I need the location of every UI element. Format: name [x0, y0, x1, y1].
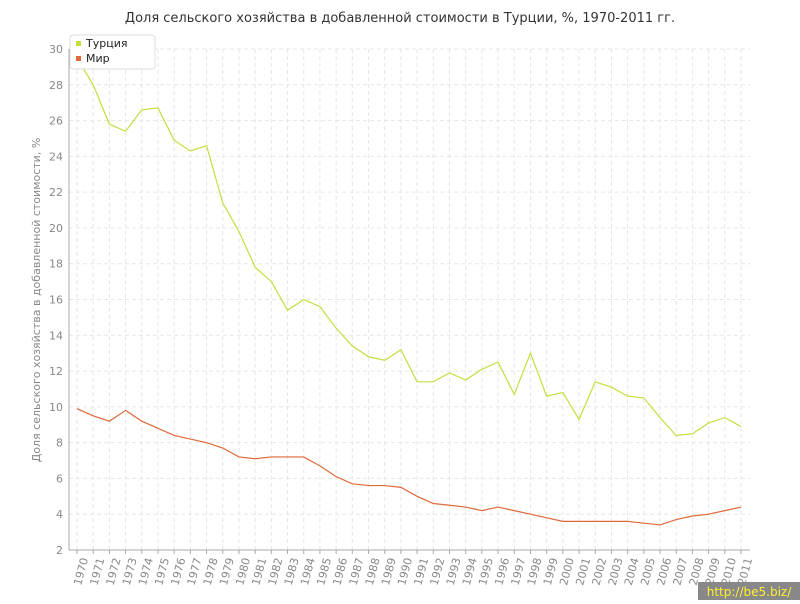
y-tick-label: 6 — [56, 472, 63, 485]
legend-label: Мир — [86, 52, 110, 65]
y-tick-label: 30 — [49, 43, 63, 56]
y-tick-label: 4 — [56, 508, 63, 521]
watermark-bg — [698, 582, 800, 600]
legend-label: Турция — [85, 37, 127, 50]
legend-box — [69, 34, 156, 70]
y-tick-label: 20 — [49, 222, 63, 235]
legend-swatch — [76, 41, 81, 46]
y-tick-label: 10 — [49, 401, 63, 414]
y-tick-label: 14 — [49, 329, 63, 342]
y-tick-label: 18 — [49, 258, 63, 271]
series-line — [76, 57, 742, 437]
y-tick-label: 16 — [49, 294, 63, 307]
series-line — [76, 408, 742, 526]
watermark: http://be5.biz/ — [707, 585, 792, 599]
chart-title: Доля сельского хозяйства в добавленной с… — [125, 11, 675, 26]
y-tick-label: 12 — [49, 365, 63, 378]
y-tick-label: 2 — [56, 544, 63, 557]
y-tick-label: 22 — [49, 186, 63, 199]
legend-swatch — [76, 56, 81, 61]
y-tick-label: 8 — [56, 437, 63, 450]
y-tick-label: 26 — [49, 115, 63, 128]
y-tick-label: 24 — [49, 150, 63, 163]
y-axis-label: Доля сельского хозяйства в добавленной с… — [30, 138, 43, 463]
y-tick-label: 28 — [49, 79, 63, 92]
legend: Турция Мир — [69, 34, 156, 70]
